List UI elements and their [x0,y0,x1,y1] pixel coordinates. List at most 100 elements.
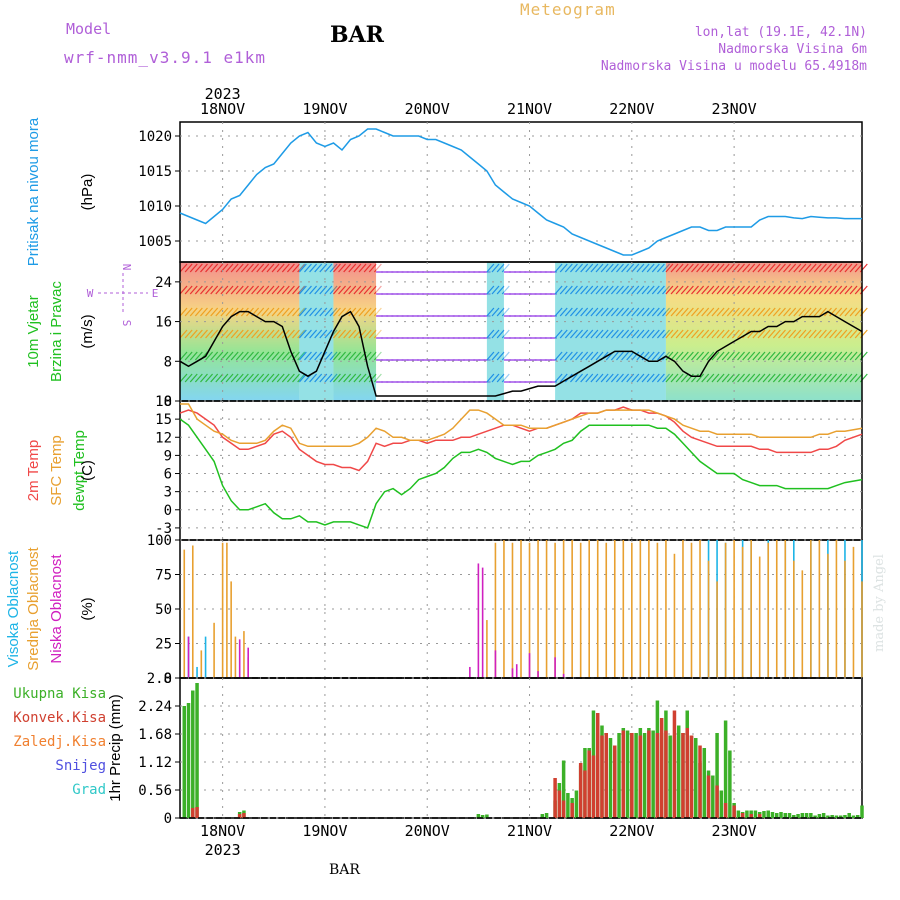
precip-bar [719,790,724,818]
wind-barb [215,285,224,295]
day-label-bottom: 21NOV [507,822,552,840]
wind-barb [276,351,285,361]
wind-barb [605,263,614,273]
year-label-bottom: 2023 [205,841,241,859]
wind-barb [314,329,323,339]
wind-barb [772,285,781,295]
precip-bar [855,815,860,818]
wind-barb [824,329,832,339]
wind-barb [670,285,679,295]
wind-barb [220,285,229,295]
wind-barb [348,307,357,317]
wind-barb [569,285,578,295]
wind-barb [646,263,655,273]
wind-barb [210,373,219,383]
wind-barb [189,329,198,339]
wind-barb [189,351,198,361]
wind-barb [737,329,745,339]
wind-barb [304,351,312,361]
wind-barb [332,307,341,317]
wind-barb [194,373,203,383]
precip-bar [237,814,242,818]
wind-barb [225,329,234,339]
wind-barb [626,263,635,273]
model-elevation-text: Nadmorska Visina u modelu 65.4918m [600,59,867,74]
wind-barb [670,329,679,339]
wind-barb [839,373,848,383]
wind-barb [646,307,655,317]
wind-barb [179,373,188,383]
wind-barb [783,307,792,317]
wind-barb [215,263,224,273]
wind-barb [496,307,505,317]
precip-bar [787,813,792,818]
precip-bar [851,815,856,818]
wind-barb [184,329,193,339]
wind-barb [266,373,275,383]
wind-barb [580,329,589,339]
wind-barb [251,351,260,361]
wind-barb [772,351,781,361]
wind-barb [844,307,853,317]
wind-barb [813,263,822,273]
precip-bar [566,793,570,818]
wind-barb [205,373,214,383]
wind-barb [205,285,214,295]
precip-bar [702,748,707,818]
wind-barb [803,285,812,295]
day-label-bottom: 19NOV [302,822,347,840]
precip-bar [783,813,788,818]
wind-barb [636,329,645,339]
wind-barb [595,373,604,383]
wind-barb [834,373,843,383]
precip-bar [706,775,711,818]
wind-barb [798,263,807,273]
wind-barb [616,285,624,295]
precip-bar [613,745,617,818]
wind-barb [368,351,377,361]
wind-barb [496,373,505,383]
wind-barb [314,263,323,273]
wind-barb [670,263,679,273]
wind-barb [798,285,807,295]
wind-barb [762,351,771,361]
wind-barb [844,263,853,273]
wind-barb [711,307,720,317]
wind-barb [788,351,797,361]
panel-label: dewpt Temp [71,430,88,511]
precip-bar [561,800,566,818]
wind-barb [685,263,694,273]
wind-barb [353,307,362,317]
wind-barb [276,263,285,273]
wind-barb [554,285,563,295]
wind-barb [829,285,838,295]
wind-barb [319,263,328,273]
precip-bar [668,735,672,818]
wind-barb [338,373,347,383]
wind-barb [701,307,710,317]
precip-bar [480,815,485,818]
wind-barb [742,285,751,295]
wind-barb [179,351,188,361]
wind-barb [486,351,495,361]
precip-bar [583,770,587,818]
precip-bar [779,812,783,818]
wind-barb [737,351,745,361]
y-tick-label: 1020 [138,129,172,145]
wind-barb [194,329,203,339]
wind-barb [353,351,362,361]
precip-bar [800,813,805,818]
wind-barb [824,285,832,295]
wind-barb [235,351,244,361]
wind-barb [737,373,745,383]
wind-barb [220,307,229,317]
wind-barb [251,285,260,295]
wind-barb [309,307,318,317]
wind-barb [798,373,807,383]
wind-barb [803,263,812,273]
wind-barb [585,263,594,273]
footer-station: BAR [329,862,360,878]
wind-barb [757,285,766,295]
wind-barb [818,329,827,339]
wind-barb [179,263,188,273]
